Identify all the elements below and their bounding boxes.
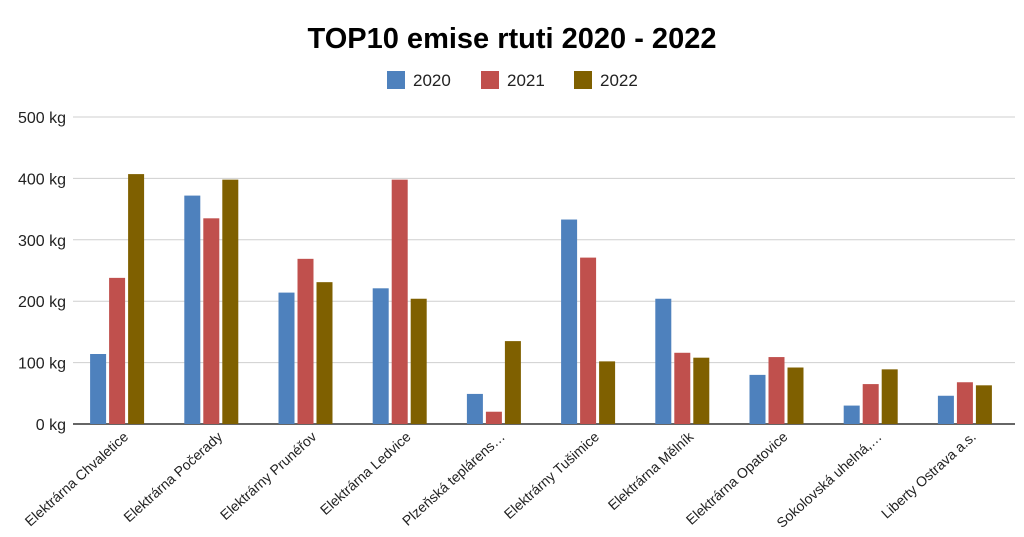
bar-2021 [580, 257, 597, 424]
bars [90, 174, 992, 424]
legend-label: 2021 [507, 71, 545, 90]
x-tick-label: Elektrárna Opatovice [683, 428, 791, 528]
x-tick-label: Elektrárny Prunéřov [217, 428, 320, 523]
bar-2022 [410, 298, 427, 424]
y-tick-label: 0 kg [36, 417, 66, 434]
bar-2021 [768, 357, 785, 424]
bar-2020 [749, 374, 766, 424]
y-tick-label: 200 kg [18, 294, 66, 311]
legend-item: 2021 [481, 71, 545, 90]
bar-2022 [975, 385, 992, 424]
legend-swatch [481, 71, 499, 89]
bar-2020 [90, 354, 107, 424]
bar-2022 [222, 179, 239, 424]
bar-2021 [674, 352, 691, 424]
bar-2022 [504, 341, 521, 424]
y-axis: 0 kg 100 kg 200 kg 300 kg 400 kg 500 kg [18, 110, 66, 434]
x-tick-label: Elektrárna Počerady [120, 428, 225, 525]
bar-2021 [109, 277, 126, 424]
legend-swatch [387, 71, 405, 89]
bar-2020 [466, 393, 483, 424]
y-tick-label: 400 kg [18, 171, 66, 188]
x-tick-label: Liberty Ostrava a.s. [878, 428, 979, 521]
x-tick-label: Elektrárny Tušimice [501, 428, 603, 522]
bar-2021 [391, 179, 408, 424]
bar-2020 [278, 292, 295, 424]
bar-2021 [297, 258, 314, 424]
x-tick-label: Elektrárna Mělník [605, 428, 697, 513]
y-tick-label: 500 kg [18, 110, 66, 127]
legend: 2020 2021 2022 [387, 71, 638, 90]
bar-2022 [128, 174, 145, 424]
x-tick-label: Elektrárna Chvaletice [22, 428, 132, 529]
bar-2021 [862, 384, 879, 424]
legend-label: 2022 [600, 71, 638, 90]
bar-2020 [561, 219, 578, 424]
legend-item: 2020 [387, 71, 451, 90]
y-tick-label: 100 kg [18, 356, 66, 373]
chart-title: TOP10 emise rtuti 2020 - 2022 [308, 23, 717, 55]
bar-2022 [881, 369, 898, 424]
bar-2020 [937, 395, 954, 424]
x-tick-label: Sokolovská uhelná,… [773, 428, 884, 531]
bar-2020 [184, 195, 201, 424]
bar-2022 [599, 361, 616, 424]
bar-2021 [956, 382, 973, 424]
bar-2020 [372, 288, 389, 424]
bar-2020 [843, 405, 860, 424]
legend-item: 2022 [574, 71, 638, 90]
bar-2022 [693, 357, 710, 424]
x-tick-label: Plzeňská teplárens… [399, 428, 508, 528]
x-tick-label: Elektrárna Ledvice [317, 428, 414, 518]
bar-2021 [485, 411, 502, 424]
y-tick-label: 300 kg [18, 233, 66, 250]
bar-2020 [655, 298, 672, 424]
bar-2022 [316, 282, 333, 424]
legend-label: 2020 [413, 71, 451, 90]
legend-swatch [574, 71, 592, 89]
bar-2021 [203, 218, 220, 424]
bar-2022 [787, 367, 804, 424]
